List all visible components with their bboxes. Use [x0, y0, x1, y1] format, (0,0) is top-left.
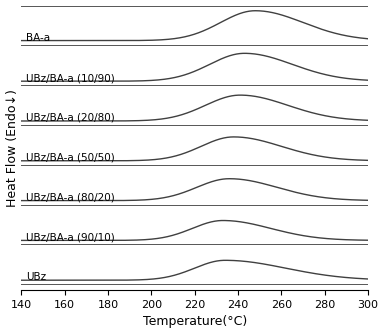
Y-axis label: Heat Flow (Endo↓): Heat Flow (Endo↓) — [5, 89, 18, 207]
Text: UBz/BA-a (10/90): UBz/BA-a (10/90) — [26, 73, 114, 83]
Text: UBz: UBz — [26, 272, 46, 282]
Text: UBz/BA-a (80/20): UBz/BA-a (80/20) — [26, 193, 114, 203]
Text: UBz/BA-a (20/80): UBz/BA-a (20/80) — [26, 113, 114, 123]
Text: UBz/BA-a (90/10): UBz/BA-a (90/10) — [26, 232, 114, 242]
X-axis label: Temperature(°C): Temperature(°C) — [142, 315, 247, 328]
Text: BA-a: BA-a — [26, 33, 50, 43]
Text: UBz/BA-a (50/50): UBz/BA-a (50/50) — [26, 153, 114, 163]
